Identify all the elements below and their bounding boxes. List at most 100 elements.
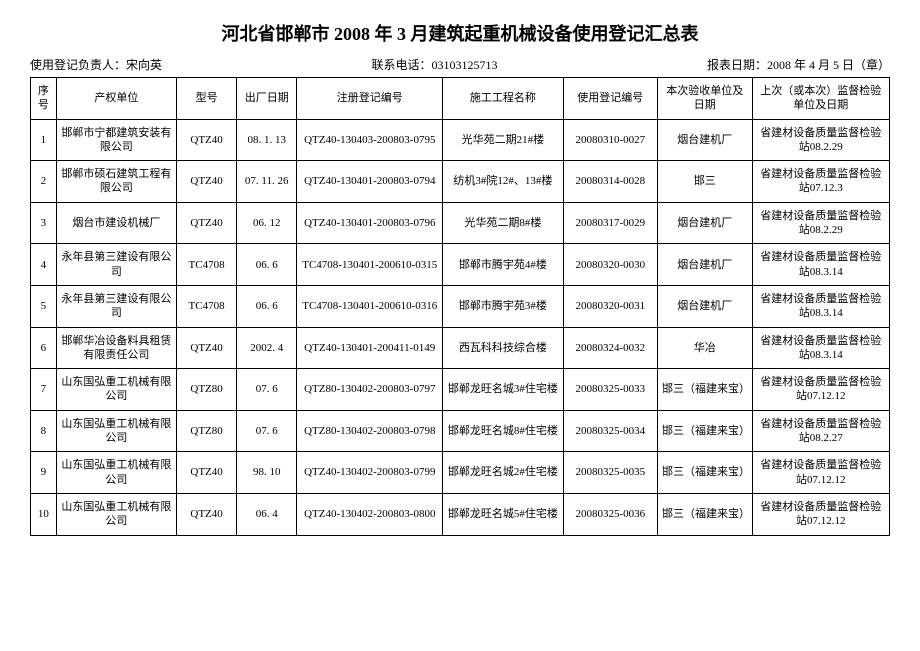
table-row: 2邯郸市硕石建筑工程有限公司QTZ4007. 11. 26QTZ40-13040… (31, 161, 890, 203)
cell-inspection: 省建材设备质量监督检验站07.12.12 (752, 493, 890, 535)
cell-use_reg_no: 20080325-0036 (563, 493, 657, 535)
table-row: 1邯郸市宁都建筑安装有限公司QTZ4008. 1. 13QTZ40-130403… (31, 119, 890, 161)
cell-reg_no: QTZ80-130402-200803-0798 (297, 410, 443, 452)
table-row: 4永年县第三建设有限公司TC470806. 6TC4708-130401-200… (31, 244, 890, 286)
cell-factory_date: 2002. 4 (237, 327, 297, 369)
cell-acceptance: 邯三 (658, 161, 752, 203)
cell-factory_date: 06. 6 (237, 244, 297, 286)
cell-owner: 邯郸华冶设备料具租赁有限责任公司 (56, 327, 176, 369)
cell-model: QTZ40 (177, 161, 237, 203)
cell-reg_no: QTZ40-130401-200411-0149 (297, 327, 443, 369)
table-row: 5永年县第三建设有限公司TC470806. 6TC4708-130401-200… (31, 285, 890, 327)
col-inspection: 上次（或本次）监督检验单位及日期 (752, 78, 890, 120)
cell-use_reg_no: 20080325-0033 (563, 369, 657, 411)
col-owner: 产权单位 (56, 78, 176, 120)
table-row: 9山东国弘重工机械有限公司QTZ4098. 10QTZ40-130402-200… (31, 452, 890, 494)
cell-acceptance: 华冶 (658, 327, 752, 369)
cell-use_reg_no: 20080325-0034 (563, 410, 657, 452)
cell-project: 邯郸龙旺名城5#住宅楼 (443, 493, 563, 535)
cell-seq: 3 (31, 202, 57, 244)
cell-reg_no: QTZ40-130401-200803-0796 (297, 202, 443, 244)
cell-inspection: 省建材设备质量监督检验站07.12.3 (752, 161, 890, 203)
col-seq: 序号 (31, 78, 57, 120)
cell-project: 西瓦科科技综合楼 (443, 327, 563, 369)
cell-reg_no: QTZ40-130403-200803-0795 (297, 119, 443, 161)
cell-acceptance: 烟台建机厂 (658, 285, 752, 327)
cell-use_reg_no: 20080324-0032 (563, 327, 657, 369)
cell-inspection: 省建材设备质量监督检验站07.12.12 (752, 369, 890, 411)
cell-use_reg_no: 20080314-0028 (563, 161, 657, 203)
table-header-row: 序号 产权单位 型号 出厂日期 注册登记编号 施工工程名称 使用登记编号 本次验… (31, 78, 890, 120)
cell-model: QTZ40 (177, 452, 237, 494)
cell-use_reg_no: 20080320-0030 (563, 244, 657, 286)
cell-seq: 8 (31, 410, 57, 452)
table-row: 10山东国弘重工机械有限公司QTZ4006. 4QTZ40-130402-200… (31, 493, 890, 535)
cell-acceptance: 烟台建机厂 (658, 119, 752, 161)
table-row: 3烟台市建设机械厂QTZ4006. 12QTZ40-130401-200803-… (31, 202, 890, 244)
cell-use_reg_no: 20080317-0029 (563, 202, 657, 244)
cell-model: TC4708 (177, 244, 237, 286)
cell-use_reg_no: 20080320-0031 (563, 285, 657, 327)
table-row: 7山东国弘重工机械有限公司QTZ8007. 6QTZ80-130402-2008… (31, 369, 890, 411)
cell-factory_date: 07. 6 (237, 369, 297, 411)
cell-seq: 1 (31, 119, 57, 161)
cell-model: QTZ40 (177, 493, 237, 535)
cell-acceptance: 邯三（福建来宝） (658, 369, 752, 411)
col-factory-date: 出厂日期 (237, 78, 297, 120)
cell-model: TC4708 (177, 285, 237, 327)
cell-inspection: 省建材设备质量监督检验站07.12.12 (752, 452, 890, 494)
cell-reg_no: TC4708-130401-200610-0315 (297, 244, 443, 286)
cell-reg_no: QTZ40-130402-200803-0799 (297, 452, 443, 494)
col-reg-no: 注册登记编号 (297, 78, 443, 120)
cell-model: QTZ40 (177, 327, 237, 369)
cell-owner: 山东国弘重工机械有限公司 (56, 452, 176, 494)
cell-reg_no: QTZ80-130402-200803-0797 (297, 369, 443, 411)
responsible-person: 使用登记负责人：宋向英 (30, 56, 162, 73)
cell-owner: 永年县第三建设有限公司 (56, 244, 176, 286)
cell-seq: 2 (31, 161, 57, 203)
cell-factory_date: 07. 11. 26 (237, 161, 297, 203)
cell-owner: 山东国弘重工机械有限公司 (56, 493, 176, 535)
cell-factory_date: 06. 4 (237, 493, 297, 535)
cell-project: 纺机3#院12#、13#楼 (443, 161, 563, 203)
col-project: 施工工程名称 (443, 78, 563, 120)
cell-factory_date: 98. 10 (237, 452, 297, 494)
cell-factory_date: 08. 1. 13 (237, 119, 297, 161)
col-use-reg-no: 使用登记编号 (563, 78, 657, 120)
cell-seq: 6 (31, 327, 57, 369)
cell-owner: 山东国弘重工机械有限公司 (56, 410, 176, 452)
cell-seq: 7 (31, 369, 57, 411)
table-row: 8山东国弘重工机械有限公司QTZ8007. 6QTZ80-130402-2008… (31, 410, 890, 452)
cell-inspection: 省建材设备质量监督检验站08.3.14 (752, 327, 890, 369)
cell-seq: 5 (31, 285, 57, 327)
cell-project: 邯郸市腾宇苑4#楼 (443, 244, 563, 286)
cell-project: 光华苑二期8#楼 (443, 202, 563, 244)
cell-owner: 邯郸市宁都建筑安装有限公司 (56, 119, 176, 161)
cell-inspection: 省建材设备质量监督检验站08.2.27 (752, 410, 890, 452)
cell-inspection: 省建材设备质量监督检验站08.2.29 (752, 119, 890, 161)
cell-acceptance: 邯三（福建来宝） (658, 410, 752, 452)
cell-model: QTZ80 (177, 410, 237, 452)
cell-project: 邯郸龙旺名城8#住宅楼 (443, 410, 563, 452)
cell-model: QTZ40 (177, 202, 237, 244)
cell-factory_date: 06. 12 (237, 202, 297, 244)
cell-project: 邯郸龙旺名城3#住宅楼 (443, 369, 563, 411)
cell-reg_no: QTZ40-130401-200803-0794 (297, 161, 443, 203)
cell-owner: 邯郸市硕石建筑工程有限公司 (56, 161, 176, 203)
cell-model: QTZ80 (177, 369, 237, 411)
cell-acceptance: 邯三（福建来宝） (658, 452, 752, 494)
registration-table: 序号 产权单位 型号 出厂日期 注册登记编号 施工工程名称 使用登记编号 本次验… (30, 77, 890, 536)
cell-factory_date: 07. 6 (237, 410, 297, 452)
cell-owner: 烟台市建设机械厂 (56, 202, 176, 244)
page-title: 河北省邯郸市 2008 年 3 月建筑起重机械设备使用登记汇总表 (30, 20, 890, 46)
cell-use_reg_no: 20080310-0027 (563, 119, 657, 161)
cell-seq: 9 (31, 452, 57, 494)
cell-owner: 永年县第三建设有限公司 (56, 285, 176, 327)
cell-inspection: 省建材设备质量监督检验站08.3.14 (752, 285, 890, 327)
cell-inspection: 省建材设备质量监督检验站08.2.29 (752, 202, 890, 244)
cell-reg_no: TC4708-130401-200610-0316 (297, 285, 443, 327)
cell-owner: 山东国弘重工机械有限公司 (56, 369, 176, 411)
cell-seq: 10 (31, 493, 57, 535)
cell-project: 邯郸龙旺名城2#住宅楼 (443, 452, 563, 494)
cell-inspection: 省建材设备质量监督检验站08.3.14 (752, 244, 890, 286)
